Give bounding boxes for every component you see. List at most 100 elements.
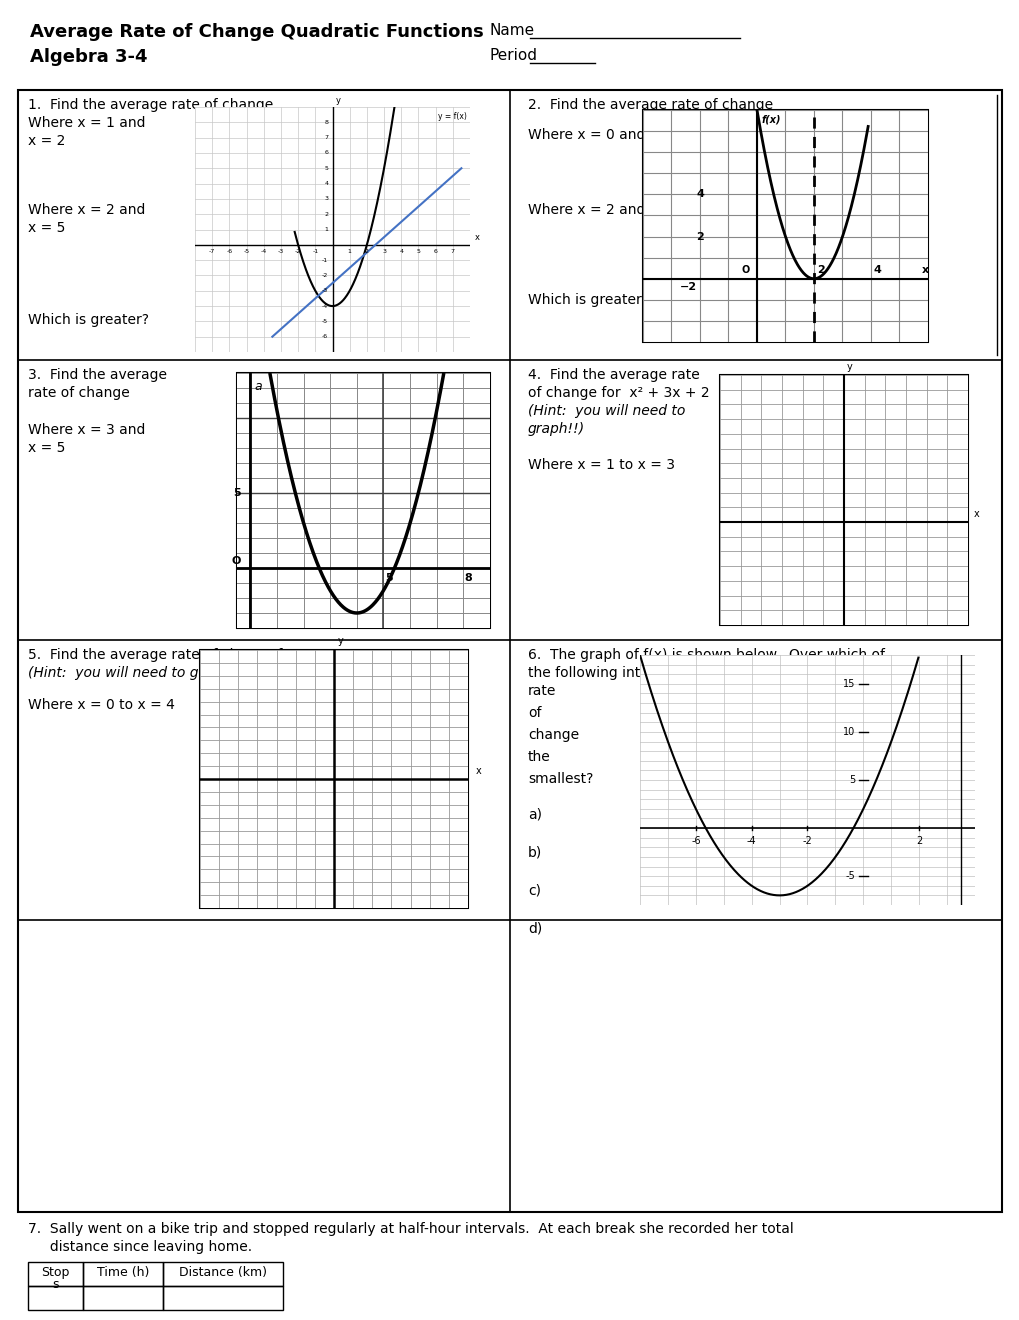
- Text: Which is greater?: Which is greater?: [28, 313, 149, 327]
- Text: y: y: [335, 96, 340, 106]
- Text: y: y: [846, 362, 852, 372]
- Text: -4: -4: [261, 248, 267, 253]
- Text: c): c): [528, 884, 540, 898]
- Text: 4.  Find the average rate: 4. Find the average rate: [528, 368, 699, 381]
- Text: change: change: [528, 729, 579, 742]
- Text: -4: -4: [322, 304, 328, 309]
- Text: f(x): f(x): [760, 115, 780, 124]
- Text: Where x = 2 and x = 3: Where x = 2 and x = 3: [528, 203, 687, 216]
- Text: x: x: [475, 767, 481, 776]
- Text: 6: 6: [324, 150, 328, 156]
- Text: d): d): [528, 921, 542, 936]
- Text: Which is greater?: Which is greater?: [528, 293, 648, 308]
- Text: x = 5: x = 5: [28, 441, 65, 455]
- Text: distance since leaving home.: distance since leaving home.: [28, 1239, 252, 1254]
- Bar: [642, 110, 927, 342]
- Text: 6.  The graph of f(x) is shown below.  Over which of: 6. The graph of f(x) is shown below. Ove…: [528, 648, 884, 663]
- Text: of: of: [528, 706, 541, 719]
- Text: y = f(x): y = f(x): [437, 112, 466, 120]
- Bar: [236, 374, 489, 628]
- Text: −2: −2: [680, 282, 696, 292]
- Text: x: x: [973, 510, 979, 519]
- Text: Stop: Stop: [42, 1266, 69, 1279]
- Text: Algebra 3-4: Algebra 3-4: [30, 48, 148, 66]
- Text: Where x = 3 and: Where x = 3 and: [28, 422, 146, 437]
- Text: x: x: [921, 264, 928, 275]
- Text: 7.  Sally went on a bike trip and stopped regularly at half-hour intervals.  At : 7. Sally went on a bike trip and stopped…: [28, 1222, 793, 1236]
- Text: 5: 5: [848, 775, 854, 785]
- Text: smallest?: smallest?: [528, 772, 593, 785]
- Text: 8: 8: [324, 120, 328, 125]
- Text: 10: 10: [842, 727, 854, 737]
- Text: x = 2: x = 2: [28, 135, 65, 148]
- Text: Time (h): Time (h): [97, 1266, 149, 1279]
- Text: rate of change: rate of change: [28, 385, 129, 400]
- Text: Name: Name: [489, 22, 535, 38]
- Text: 3: 3: [382, 248, 385, 253]
- Text: a): a): [528, 808, 541, 822]
- Text: x = 5: x = 5: [28, 220, 65, 235]
- Text: Where x = 0 to x = 4: Where x = 0 to x = 4: [28, 698, 174, 711]
- Text: 3.  Find the average: 3. Find the average: [28, 368, 167, 381]
- Text: 5: 5: [324, 166, 328, 170]
- Text: 15: 15: [842, 678, 854, 689]
- Bar: [83, 1286, 163, 1309]
- Text: Where x = 2 and: Where x = 2 and: [28, 203, 146, 216]
- Text: Distance (km): Distance (km): [178, 1266, 267, 1279]
- Text: -4: -4: [746, 836, 756, 846]
- Text: 2: 2: [365, 248, 369, 253]
- Text: b): b): [528, 846, 542, 861]
- Text: 4: 4: [398, 248, 403, 253]
- Bar: [18, 90, 1001, 1212]
- Text: 4: 4: [324, 181, 328, 186]
- Text: 6: 6: [433, 248, 437, 253]
- Text: 5: 5: [384, 573, 392, 583]
- Text: 1: 1: [324, 227, 328, 232]
- Text: s: s: [52, 1278, 59, 1291]
- Text: Where x = 0 and x = 1: Where x = 0 and x = 1: [528, 128, 687, 143]
- Text: 1: 1: [347, 248, 352, 253]
- Text: -5: -5: [322, 319, 328, 323]
- Text: the: the: [528, 750, 550, 764]
- Text: -1: -1: [322, 257, 328, 263]
- Text: 2.  Find the average rate of change: 2. Find the average rate of change: [528, 98, 772, 112]
- Text: Where x = 1 and: Where x = 1 and: [28, 116, 146, 129]
- Text: the following intervals is the          average: the following intervals is the average: [528, 667, 825, 680]
- Bar: [163, 1262, 282, 1286]
- Bar: [719, 375, 967, 624]
- Text: 2: 2: [695, 231, 703, 242]
- Text: rate: rate: [528, 684, 555, 698]
- Text: -6: -6: [322, 334, 328, 339]
- Bar: [200, 649, 468, 908]
- Text: (Hint:  you will need to: (Hint: you will need to: [528, 404, 685, 418]
- Text: y: y: [337, 636, 343, 645]
- Text: 1.  Find the average rate of change: 1. Find the average rate of change: [28, 98, 273, 112]
- Text: 4: 4: [695, 189, 703, 199]
- Text: 2: 2: [915, 836, 921, 846]
- Text: (Hint:  you will need to graph!!): (Hint: you will need to graph!!): [28, 667, 247, 680]
- Text: 2: 2: [324, 211, 328, 216]
- Text: 2: 2: [816, 264, 823, 275]
- Text: 8: 8: [465, 573, 472, 583]
- Text: O: O: [231, 557, 240, 566]
- Text: -5: -5: [244, 248, 250, 253]
- Text: -2: -2: [322, 273, 328, 279]
- Text: graph!!): graph!!): [528, 422, 585, 436]
- Bar: [163, 1286, 282, 1309]
- Text: -3: -3: [277, 248, 283, 253]
- Text: a: a: [254, 380, 262, 393]
- Text: of change for  x² + 3x + 2: of change for x² + 3x + 2: [528, 385, 709, 400]
- Text: -5: -5: [845, 871, 854, 882]
- Text: -1: -1: [312, 248, 318, 253]
- Text: Average Rate of Change Quadratic Functions: Average Rate of Change Quadratic Functio…: [30, 22, 483, 41]
- Text: 5.  Find the average rate of change for  x² + 12x + 36: 5. Find the average rate of change for x…: [28, 648, 404, 663]
- Bar: [83, 1262, 163, 1286]
- Text: 5: 5: [233, 488, 240, 498]
- Text: -3: -3: [322, 288, 328, 293]
- Text: O: O: [741, 264, 749, 275]
- Text: -2: -2: [294, 248, 301, 253]
- Text: -2: -2: [802, 836, 811, 846]
- Bar: [28, 1262, 83, 1286]
- Text: 3: 3: [324, 197, 328, 202]
- Text: -7: -7: [209, 248, 215, 253]
